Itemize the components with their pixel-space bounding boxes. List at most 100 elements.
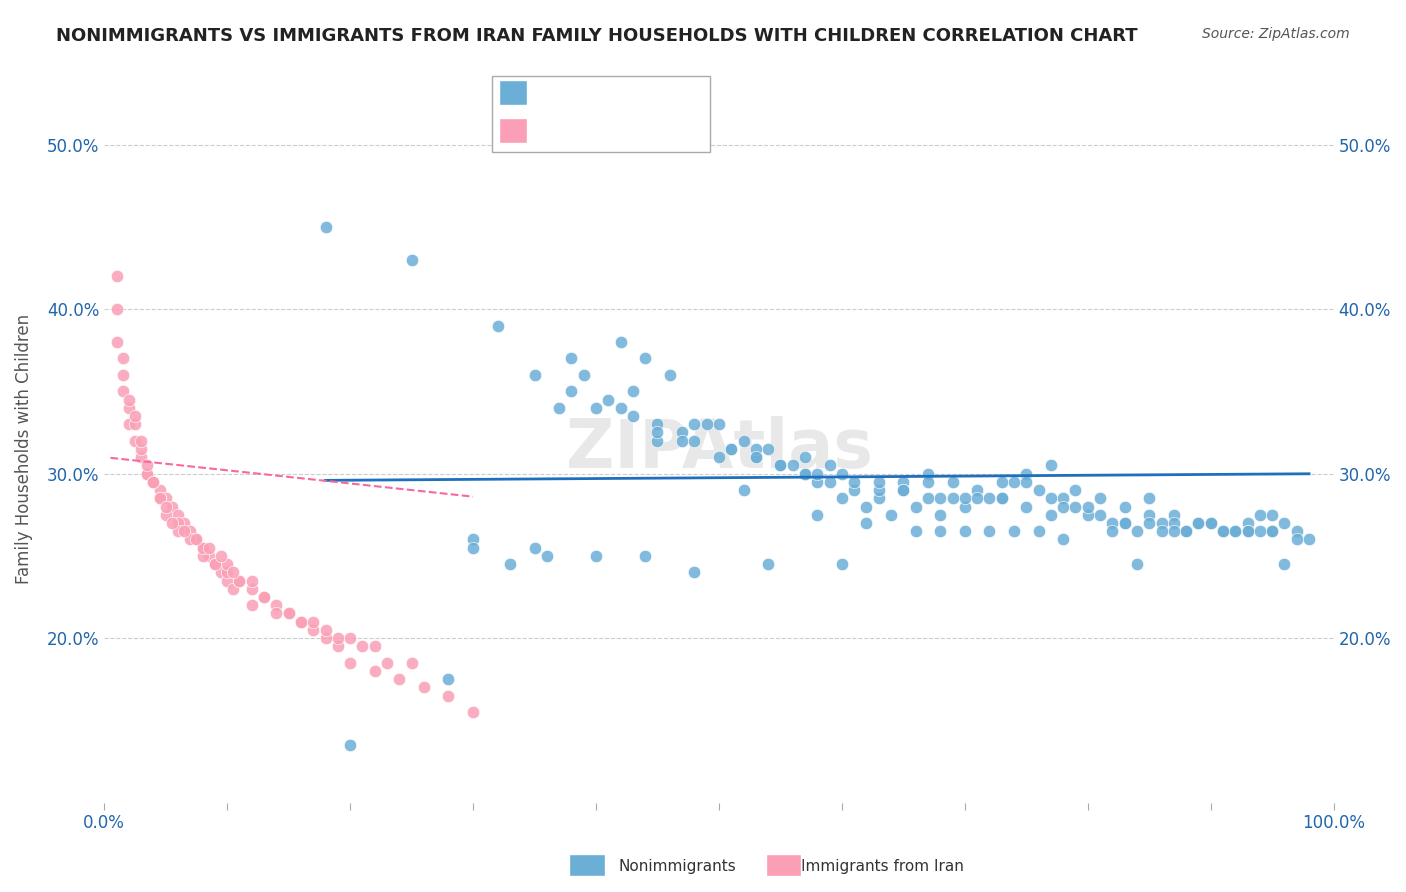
Point (621, 384, 644, 399)
Point (733, 483, 755, 497)
Point (197, 541, 219, 555)
Point (536, 549, 558, 563)
Point (290, 615, 312, 629)
Point (217, 557, 239, 571)
Point (917, 467, 939, 481)
Point (1052, 491, 1074, 506)
Point (1236, 524, 1258, 538)
Point (111, 384, 134, 399)
Point (148, 491, 170, 506)
Point (352, 640, 374, 654)
Point (1028, 483, 1050, 497)
Point (769, 458, 792, 473)
Point (105, 334, 128, 349)
Point (831, 467, 853, 481)
Text: R = -0.052: R = -0.052 (534, 125, 634, 143)
Point (364, 640, 387, 654)
Point (1064, 483, 1087, 497)
Point (197, 549, 219, 563)
Point (1175, 524, 1198, 538)
Point (1163, 508, 1185, 522)
Point (745, 450, 768, 465)
Point (1298, 533, 1320, 547)
Point (1163, 516, 1185, 530)
Point (222, 582, 245, 596)
Point (129, 434, 152, 448)
Point (904, 524, 927, 538)
Point (437, 672, 460, 686)
Point (990, 475, 1012, 489)
Point (155, 491, 177, 506)
Point (240, 574, 263, 588)
Point (253, 590, 276, 604)
Point (148, 491, 170, 506)
Point (499, 557, 522, 571)
Point (929, 491, 952, 506)
Point (880, 508, 903, 522)
Point (707, 450, 730, 465)
Point (461, 705, 484, 719)
Point (831, 557, 853, 571)
Point (204, 557, 226, 571)
Point (412, 681, 434, 695)
Point (228, 574, 250, 588)
Point (1039, 508, 1062, 522)
Point (671, 434, 693, 448)
Point (756, 442, 779, 456)
Point (118, 417, 141, 432)
Point (523, 541, 546, 555)
Point (302, 623, 325, 637)
Point (806, 467, 828, 481)
Point (240, 598, 263, 612)
Point (806, 508, 828, 522)
Point (167, 524, 190, 538)
Point (979, 524, 1001, 538)
Point (844, 475, 866, 489)
Point (917, 475, 939, 489)
Point (707, 417, 730, 432)
Point (634, 351, 657, 366)
Point (388, 672, 411, 686)
Point (844, 483, 866, 497)
Point (105, 269, 128, 284)
Text: Source: ZipAtlas.com: Source: ZipAtlas.com (1202, 27, 1350, 41)
Point (105, 302, 128, 317)
Point (1088, 491, 1111, 506)
Point (782, 458, 804, 473)
Point (585, 549, 607, 563)
Point (315, 219, 337, 234)
Point (129, 450, 152, 465)
Point (1114, 516, 1136, 530)
Point (118, 401, 141, 415)
Point (1274, 557, 1296, 571)
Point (1249, 524, 1271, 538)
Point (523, 368, 546, 382)
Point (1175, 524, 1198, 538)
Point (204, 557, 226, 571)
Point (929, 524, 952, 538)
Point (1261, 508, 1284, 522)
Point (720, 442, 742, 456)
Point (1039, 491, 1062, 506)
Point (572, 368, 595, 382)
Point (609, 334, 631, 349)
Point (173, 516, 195, 530)
Point (745, 442, 768, 456)
Point (756, 557, 779, 571)
Point (461, 541, 484, 555)
Point (461, 533, 484, 547)
Point (1199, 516, 1222, 530)
Point (621, 409, 644, 423)
Point (1101, 524, 1123, 538)
Point (1137, 491, 1160, 506)
Text: R =  0.030: R = 0.030 (534, 89, 634, 107)
Point (953, 491, 976, 506)
Point (1015, 467, 1038, 481)
Point (1015, 500, 1038, 514)
Point (560, 384, 582, 399)
Point (891, 483, 914, 497)
Point (142, 475, 165, 489)
Point (794, 467, 817, 481)
Point (696, 417, 718, 432)
Point (302, 615, 325, 629)
